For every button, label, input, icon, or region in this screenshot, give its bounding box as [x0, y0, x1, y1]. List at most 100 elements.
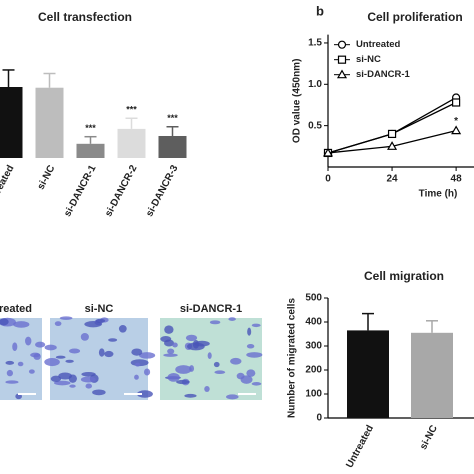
x-tick-label: si-DANCR-1 — [62, 163, 99, 219]
image-label: si-DANCR-1 — [180, 303, 242, 315]
cell-blob — [118, 325, 127, 333]
cell-blob — [230, 357, 242, 365]
bar — [411, 332, 453, 418]
x-tick-label: 24 — [386, 174, 398, 185]
cell-blob — [59, 316, 73, 320]
cell-blob — [80, 376, 96, 383]
cell-blob — [68, 348, 81, 354]
bar — [76, 143, 105, 158]
data-point — [451, 125, 462, 135]
cell-blob — [6, 369, 13, 377]
image-label: si-NC — [85, 303, 114, 315]
y-tick-label: 100 — [305, 389, 322, 400]
panel-label: b — [316, 3, 324, 18]
cell-blob — [247, 327, 252, 336]
cell-blob — [12, 342, 18, 351]
legend-marker — [337, 55, 347, 64]
cell-blob — [246, 352, 263, 358]
cell-blob — [108, 338, 118, 342]
cell-blob — [226, 394, 239, 400]
significance: *** — [167, 113, 178, 123]
x-tick-label: si-NC — [418, 423, 440, 451]
cell-blob — [163, 353, 178, 357]
cell-blob — [30, 352, 41, 358]
cell-blob — [135, 362, 141, 367]
legend-label: si-NC — [356, 54, 381, 65]
cell-blob — [131, 348, 143, 356]
cell-blob — [167, 348, 175, 354]
cell-blob — [143, 368, 151, 376]
cell-blob — [13, 321, 30, 328]
cell-blob — [28, 369, 35, 374]
cell-blob — [240, 375, 253, 384]
y-tick-label: 300 — [305, 341, 322, 352]
legend-marker — [337, 40, 347, 49]
cell-blob — [54, 321, 62, 327]
cell-blob — [84, 321, 102, 328]
micrograph — [50, 318, 148, 400]
cell-blob — [194, 340, 210, 347]
cell-blob — [138, 352, 156, 359]
cell-blob — [58, 372, 73, 380]
cell-blob — [5, 380, 19, 384]
data-point — [387, 141, 398, 150]
x-tick-label: 0 — [325, 174, 331, 185]
cell-blob — [246, 369, 256, 377]
cell-blob — [184, 393, 197, 398]
cell-blob — [172, 342, 178, 348]
cell-blob — [53, 380, 71, 386]
image-label: reated — [0, 303, 32, 315]
cell-blob — [92, 389, 106, 396]
cell-blob — [136, 390, 153, 398]
y-tick-label: 1.0 — [308, 79, 322, 90]
cell-blob — [50, 375, 62, 382]
chart-title: Cell proliferation — [367, 10, 462, 24]
cell-blob — [104, 350, 114, 358]
cell-blob — [251, 382, 262, 386]
data-point — [452, 98, 461, 107]
cell-blob — [65, 359, 74, 363]
cell-blob — [0, 318, 9, 326]
chart-title: Cell migration — [364, 269, 444, 283]
cell-blob — [85, 383, 92, 389]
cell-blob — [189, 365, 195, 372]
cell-blob — [25, 336, 32, 346]
cell-blob — [5, 360, 15, 365]
data-point — [387, 129, 397, 139]
cell-blob — [209, 320, 221, 325]
chart-title: Cell transfection — [38, 10, 132, 24]
bar — [0, 87, 23, 158]
x-tick-label: si-NC — [36, 163, 58, 191]
bar — [117, 128, 146, 158]
data-point — [322, 147, 334, 157]
cell-blob — [228, 317, 236, 321]
cell-blob — [160, 335, 172, 343]
cell-blob — [167, 372, 180, 382]
legend-label: si-DANCR-1 — [356, 69, 411, 80]
significance: *** — [126, 105, 137, 115]
cell-blob — [185, 334, 198, 342]
cell-blob — [246, 344, 255, 349]
cell-blob — [164, 325, 174, 334]
cell-blob — [80, 333, 89, 341]
bar — [35, 87, 64, 158]
micrograph — [160, 318, 262, 400]
cell-blob — [98, 348, 105, 357]
cell-blob — [134, 374, 139, 380]
significance: *** — [85, 123, 96, 133]
cell-blob — [95, 318, 106, 323]
cell-blob — [68, 374, 77, 383]
y-tick-label: 1.5 — [308, 38, 322, 49]
legend-marker — [336, 69, 348, 79]
cell-blob — [175, 365, 192, 374]
x-axis-label: Time (h) — [419, 189, 458, 200]
cell-blob — [69, 384, 76, 388]
micrographs: reated si-NC si-DANCR-1 — [0, 303, 263, 400]
cell-blob — [17, 361, 24, 367]
cell-blob — [55, 355, 66, 359]
x-tick-label: si-DANCR-3 — [144, 163, 181, 219]
cell-blob — [207, 352, 212, 359]
x-tick-label: Untreated — [344, 423, 376, 469]
y-tick-label: 400 — [305, 317, 322, 328]
